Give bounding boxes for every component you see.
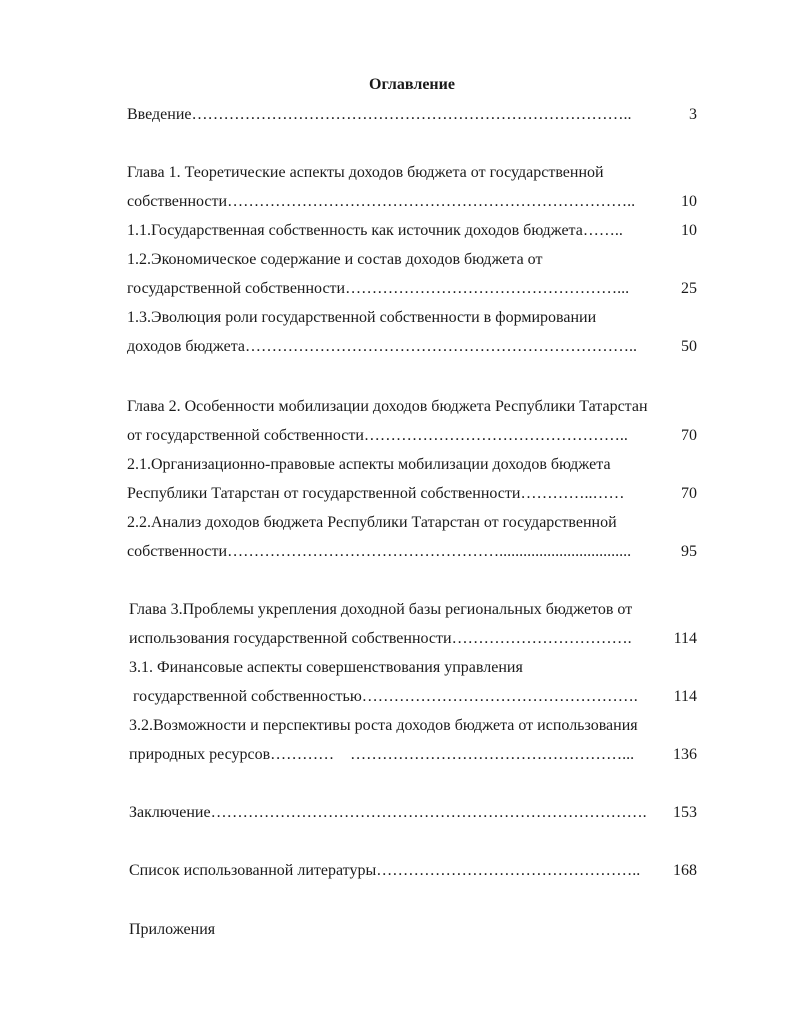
toc-entry-text: 1.2.Экономическое содержание и состав до… <box>127 251 543 268</box>
toc-entry-text: Глава 1. Теоретические аспекты доходов б… <box>127 164 604 181</box>
toc-page-number: 3 <box>689 106 697 123</box>
toc-entry-text: 1.3.Эволюция роли государственной собств… <box>127 309 597 326</box>
toc-page-number: 168 <box>673 862 697 879</box>
toc-page-number: 70 <box>681 485 697 502</box>
toc-entry-text: Заключение………………………………………………………………………. <box>129 804 647 821</box>
toc-page-number: 136 <box>673 746 697 763</box>
toc-entry-text: доходов бюджета……………………………………………………………….… <box>127 338 638 355</box>
toc-page-number: 25 <box>681 280 697 297</box>
toc-entry-text: 2.2.Анализ доходов бюджета Республики Та… <box>127 514 617 531</box>
toc-entry-text: 2.1.Организационно-правовые аспекты моби… <box>127 456 611 473</box>
toc-entry-text: использования государственной собственно… <box>129 630 632 647</box>
toc-page-number: 10 <box>681 193 697 210</box>
toc-entry-text: Список использованной литературы……………………… <box>129 862 641 879</box>
toc-page-number: 50 <box>681 338 697 355</box>
toc-entry-text: собственности………………………………………………………………….. <box>127 193 636 210</box>
toc-entry-text: 1.1.Государственная собственность как ис… <box>127 222 623 239</box>
toc-entry-text: Глава 2. Особенности мобилизации доходов… <box>127 398 648 415</box>
toc-entry-text: 3.1. Финансовые аспекты совершенствовани… <box>129 659 523 676</box>
toc-entry-text: собственности……………………………………………..........… <box>127 543 632 560</box>
toc-page-number: 114 <box>673 688 697 705</box>
toc-page-number: 114 <box>673 630 697 647</box>
toc-entry-text: от государственной собственности……………………… <box>127 427 628 444</box>
toc-entry-text: природных ресурсов………… ……………………………………………… <box>129 746 635 763</box>
toc-entry-text: Приложения <box>129 921 216 938</box>
toc-entry-text: Глава 3.Проблемы укрепления доходной баз… <box>129 601 633 618</box>
toc-entry-text: государственной собственностью…………………………… <box>129 688 638 705</box>
toc-entry-text: Республики Татарстан от государственной … <box>127 485 625 502</box>
toc-entry-text: Введение……………………………………………………………………….. <box>127 106 632 123</box>
page-title: Оглавление <box>369 76 455 93</box>
toc-page-number: 10 <box>681 222 697 239</box>
toc-page-number: 70 <box>681 427 697 444</box>
toc-page-number: 95 <box>681 543 697 560</box>
toc-entry-text: 3.2.Возможности и перспективы роста дохо… <box>129 717 638 734</box>
toc-entry-text: государственной собственности……………………………… <box>127 280 630 297</box>
toc-page-number: 153 <box>673 804 697 821</box>
